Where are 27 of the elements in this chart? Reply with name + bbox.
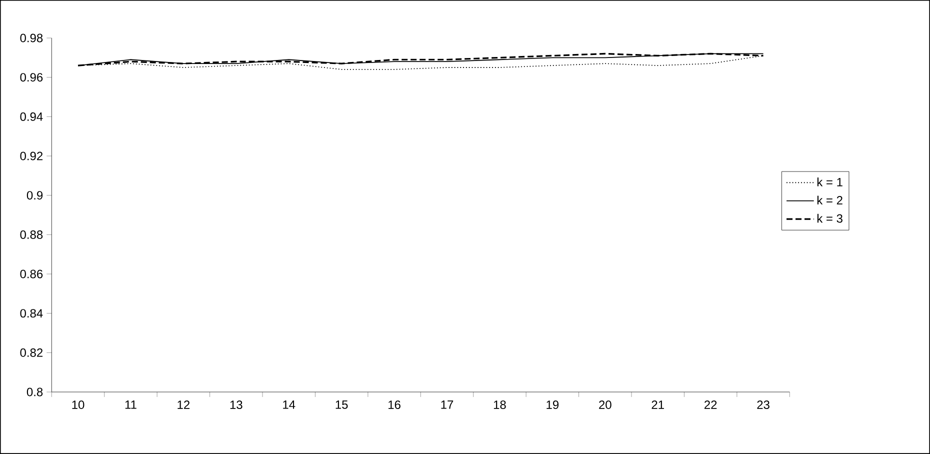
x-tick-label: 16 bbox=[388, 400, 400, 410]
x-tick-label: 18 bbox=[494, 400, 506, 410]
y-tick-label: 0.88 bbox=[20, 230, 43, 239]
x-tick-label: 22 bbox=[704, 400, 717, 409]
y-tick-label: 0.84 bbox=[20, 309, 43, 318]
x-tick-label: 11 bbox=[125, 400, 136, 409]
x-tick-label: 14 bbox=[283, 400, 296, 409]
x-tick-label: 21 bbox=[652, 400, 664, 409]
x-tick-label: 15 bbox=[336, 400, 348, 409]
y-tick-label: 0.92 bbox=[20, 152, 43, 160]
legend-label: k = 2 bbox=[817, 196, 842, 204]
x-tick-label: 10 bbox=[72, 400, 84, 410]
y-tick-label: 0.96 bbox=[20, 73, 43, 82]
y-tick-label: 0.9 bbox=[26, 191, 43, 200]
legend-label: k = 1 bbox=[817, 178, 842, 186]
y-tick-label: 0.82 bbox=[20, 348, 43, 357]
x-tick-label: 23 bbox=[757, 400, 770, 410]
x-tick-label: 13 bbox=[230, 400, 242, 410]
legend-label: k = 3 bbox=[817, 214, 842, 223]
x-tick-label: 12 bbox=[178, 400, 190, 409]
x-tick-label: 20 bbox=[599, 400, 612, 410]
x-tick-label: 17 bbox=[441, 400, 454, 409]
y-tick-label: 0.94 bbox=[20, 112, 43, 121]
y-tick-label: 0.86 bbox=[20, 270, 43, 278]
y-tick-label: 0.98 bbox=[20, 34, 43, 42]
x-tick-label: 19 bbox=[546, 400, 559, 410]
y-tick-label: 0.8 bbox=[26, 388, 43, 396]
